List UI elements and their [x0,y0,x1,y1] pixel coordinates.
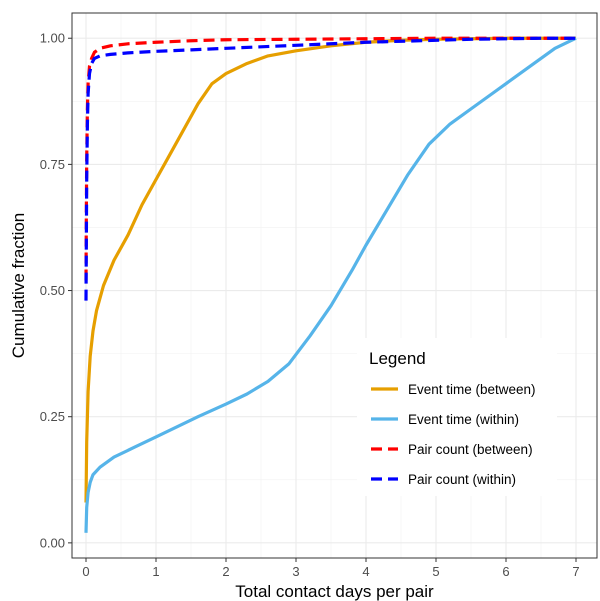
legend-label: Pair count (between) [408,442,533,457]
y-tick-label: 0.75 [40,157,65,172]
x-tick-label: 4 [362,564,369,579]
x-tick-label: 3 [292,564,299,579]
series-lines [84,36,577,533]
x-tick-label: 2 [222,564,229,579]
x-tick-label: 6 [502,564,509,579]
legend-title: Legend [369,349,426,368]
legend-label: Pair count (within) [408,472,516,487]
x-tick-label: 7 [572,564,579,579]
y-tick-label: 0.00 [40,535,65,550]
axis-ticks: 0 1 2 3 4 5 6 7 0.00 0.25 0.50 0.75 1.00 [40,31,580,579]
series-line [84,36,577,533]
x-axis-title: Total contact days per pair [235,582,434,601]
series-line [84,36,576,301]
x-tick-label: 0 [82,564,89,579]
legend-label: Event time (between) [408,382,536,397]
legend-items: Event time (between) Event time (within) P… [371,382,536,487]
panel-border [71,12,598,559]
legend-label: Event time (within) [408,412,519,427]
legend: Legend Event time (between) Event time (w… [357,338,557,496]
x-tick-label: 5 [432,564,439,579]
y-tick-label: 0.50 [40,283,65,298]
grid [72,13,597,558]
series-line [84,36,576,503]
y-tick-label: 1.00 [40,31,65,46]
y-axis-title: Cumulative fraction [9,213,28,359]
x-tick-label: 1 [152,564,159,579]
legend-background [357,338,557,496]
y-tick-label: 0.25 [40,409,65,424]
